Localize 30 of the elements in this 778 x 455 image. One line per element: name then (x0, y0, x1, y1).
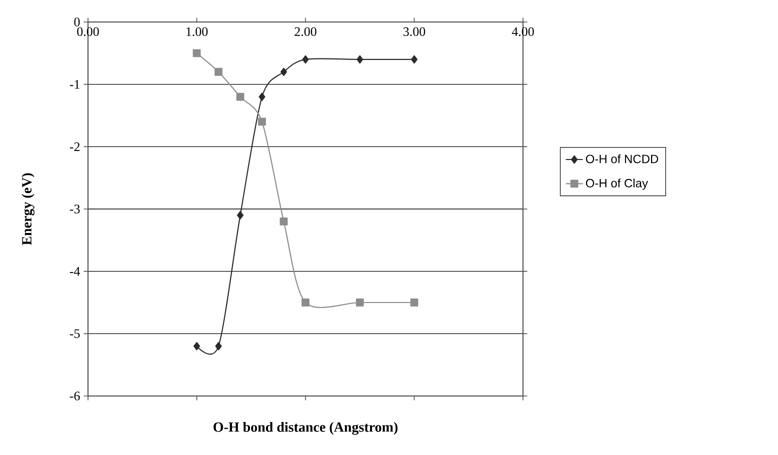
point (410, 298, 418, 306)
y-tick-label: -6 (70, 392, 80, 400)
point (215, 342, 222, 350)
x-tick-label: 3.00 (404, 27, 426, 36)
legend-label: O-H of Clay (586, 178, 648, 190)
point (280, 218, 288, 226)
y-tick-label: -5 (70, 329, 80, 338)
x-tick-label: 2.00 (294, 27, 316, 36)
y-axis-title: Energy (eV) (22, 173, 34, 246)
legend-label: O-H of NCDD (586, 154, 658, 164)
point (258, 92, 266, 101)
point (302, 55, 309, 64)
point (356, 55, 364, 64)
y-tick-label: -4 (70, 267, 80, 276)
y-tick-label: -2 (70, 142, 80, 151)
point (236, 92, 244, 101)
y-tick-label: -3 (70, 204, 80, 214)
y-tick-label: -1 (70, 80, 80, 89)
point (258, 118, 266, 126)
y-tick-label: 0 (74, 18, 80, 26)
point (280, 68, 287, 76)
point (302, 298, 310, 306)
point (411, 55, 418, 64)
point (194, 342, 200, 350)
point (214, 68, 222, 76)
point (356, 298, 364, 306)
x-tick-label: 1.00 (186, 27, 208, 36)
point (192, 49, 201, 58)
x-axis-title: O-H bond distance (Angstrom) (214, 422, 398, 435)
point (237, 211, 244, 220)
